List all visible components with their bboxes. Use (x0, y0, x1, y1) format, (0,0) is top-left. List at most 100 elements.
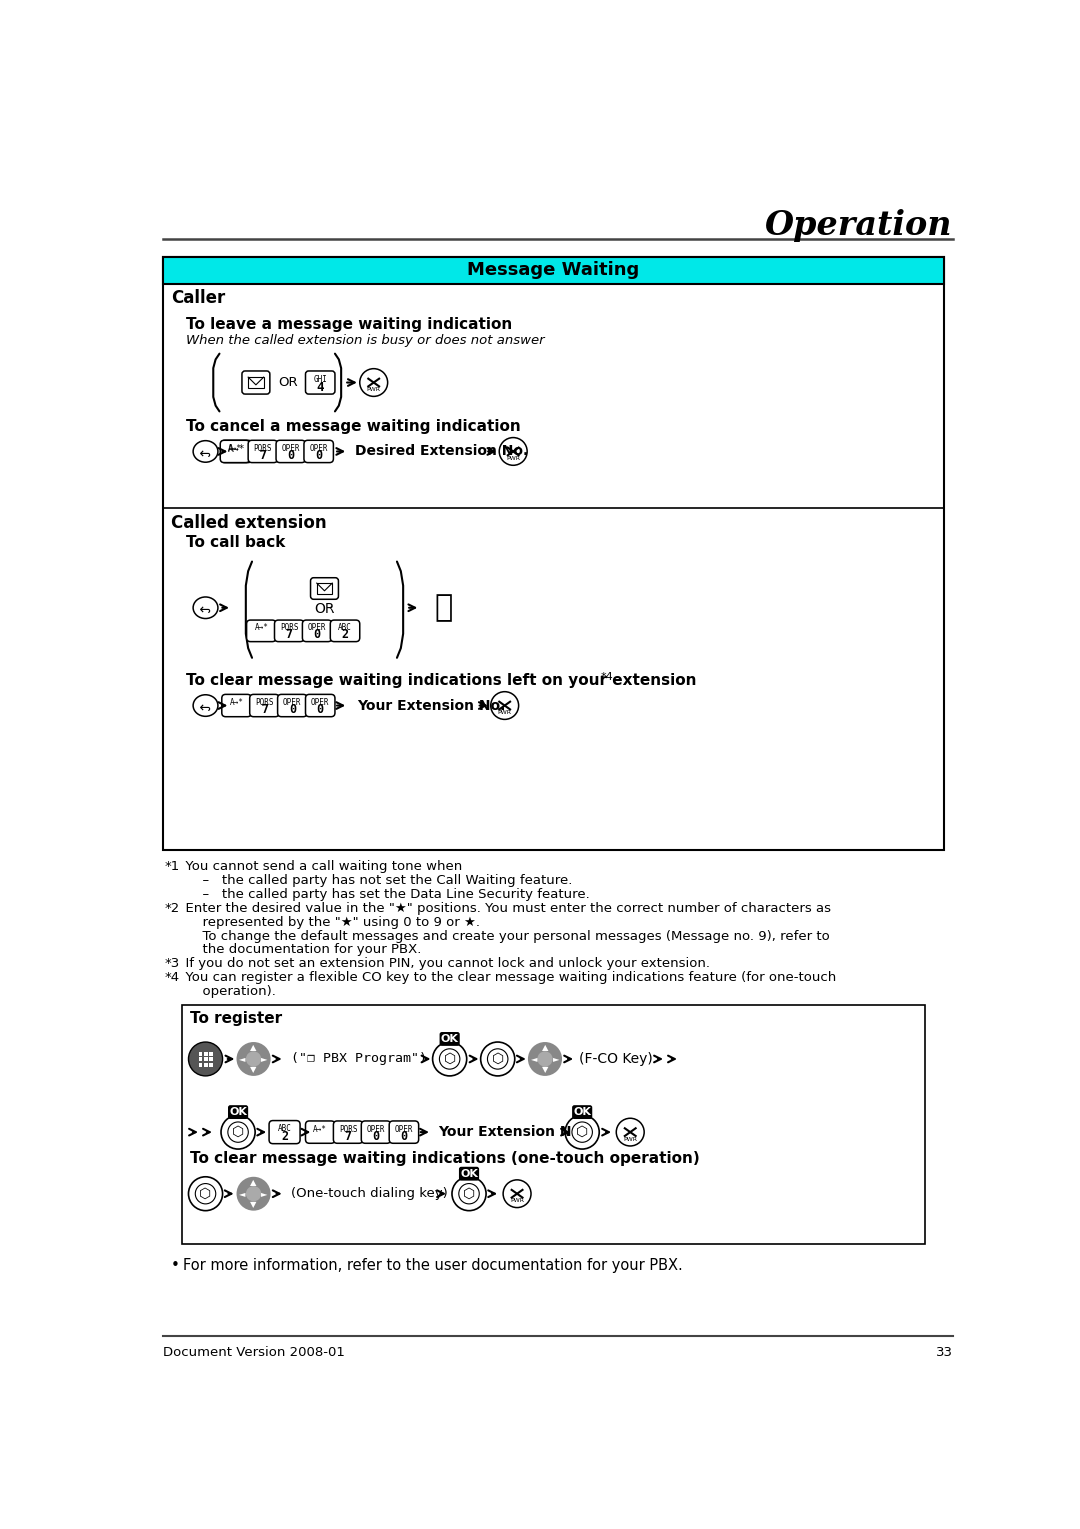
Ellipse shape (193, 440, 218, 462)
Circle shape (499, 437, 527, 465)
Text: 7: 7 (261, 703, 268, 716)
Text: Your Extension No.: Your Extension No. (356, 699, 505, 713)
Bar (210, 1052, 213, 1057)
Bar (199, 1063, 202, 1067)
Text: OK: OK (573, 1107, 591, 1118)
FancyBboxPatch shape (334, 1121, 363, 1144)
Text: If you do not set an extension PIN, you cannot lock and unlock your extension.: If you do not set an extension PIN, you … (177, 957, 710, 971)
Circle shape (221, 1115, 255, 1150)
Bar (210, 1058, 213, 1061)
Text: OPER: OPER (394, 1124, 414, 1133)
Circle shape (565, 1115, 599, 1150)
Circle shape (617, 1118, 644, 1145)
Text: ABC: ABC (278, 1124, 292, 1133)
Text: ►: ► (261, 1190, 268, 1199)
Circle shape (237, 1177, 271, 1211)
Text: PQRS: PQRS (280, 624, 298, 633)
Circle shape (490, 691, 518, 720)
Text: (One-touch dialing key): (One-touch dialing key) (291, 1187, 447, 1200)
Text: 7: 7 (345, 1130, 352, 1142)
Text: ⬡: ⬡ (463, 1187, 475, 1200)
Text: A→*: A→* (313, 1124, 327, 1133)
Circle shape (503, 1180, 531, 1208)
Text: Called extension: Called extension (171, 514, 326, 532)
Bar (210, 1063, 213, 1067)
FancyBboxPatch shape (303, 440, 334, 463)
Bar (163, 257, 944, 284)
Text: PWR: PWR (507, 456, 521, 460)
Text: PWR: PWR (367, 387, 381, 391)
Text: 0: 0 (316, 703, 324, 716)
Bar (248, 378, 264, 388)
Text: A→*: A→* (228, 443, 245, 454)
Text: ◄: ◄ (530, 1055, 537, 1064)
Text: PQRS: PQRS (254, 443, 272, 453)
Text: Desired Extension No.: Desired Extension No. (355, 445, 528, 459)
Text: To register: To register (190, 1011, 282, 1026)
Text: You can register a flexible CO key to the clear message waiting indications feat: You can register a flexible CO key to th… (177, 971, 836, 985)
Text: ("❐ PBX Program"): ("❐ PBX Program") (291, 1052, 427, 1066)
Text: PQRS: PQRS (255, 697, 273, 706)
FancyBboxPatch shape (274, 621, 303, 642)
FancyBboxPatch shape (459, 1167, 480, 1180)
Text: 7: 7 (259, 450, 267, 462)
Text: Enter the desired value in the "★" positions. You must enter the correct number : Enter the desired value in the "★" posit… (177, 902, 831, 914)
Text: ⬡: ⬡ (232, 1125, 244, 1139)
Text: A→*: A→* (228, 443, 242, 453)
Text: ◄: ◄ (240, 1190, 246, 1199)
Circle shape (538, 1052, 553, 1067)
Text: 0: 0 (287, 450, 295, 462)
Text: ▲: ▲ (251, 1043, 257, 1052)
Ellipse shape (193, 694, 218, 716)
Text: Your Extension No.: Your Extension No. (438, 1125, 586, 1139)
Text: 0: 0 (313, 628, 321, 641)
Bar (199, 1052, 202, 1057)
Text: 33: 33 (935, 1346, 953, 1359)
Text: *3: *3 (164, 957, 179, 971)
Text: Caller: Caller (171, 289, 225, 307)
Text: –   the called party has set the Data Line Security feature.: – the called party has set the Data Line… (177, 888, 590, 901)
Text: OR: OR (314, 602, 335, 616)
Text: To cancel a message waiting indication: To cancel a message waiting indication (186, 419, 521, 434)
FancyBboxPatch shape (311, 578, 338, 599)
FancyBboxPatch shape (221, 694, 252, 717)
Circle shape (440, 1049, 460, 1069)
Text: You cannot send a call waiting tone when: You cannot send a call waiting tone when (177, 861, 462, 873)
Text: OK: OK (460, 1168, 478, 1179)
Text: For more information, refer to the user documentation for your PBX.: For more information, refer to the user … (183, 1258, 683, 1272)
Text: PWR: PWR (510, 1199, 524, 1203)
Text: PWR: PWR (623, 1136, 637, 1142)
Text: Document Version 2008-01: Document Version 2008-01 (163, 1346, 345, 1359)
FancyBboxPatch shape (220, 440, 249, 463)
Circle shape (195, 1183, 216, 1203)
Text: operation).: operation). (177, 985, 275, 998)
Text: 0: 0 (373, 1130, 379, 1142)
Text: OPER: OPER (283, 697, 301, 706)
FancyBboxPatch shape (572, 1105, 592, 1119)
Bar (183, 1005, 924, 1243)
Circle shape (246, 1187, 261, 1202)
Text: ►: ► (261, 1055, 268, 1064)
FancyBboxPatch shape (440, 1032, 460, 1046)
Text: OPER: OPER (310, 443, 328, 453)
Circle shape (433, 1043, 467, 1076)
Circle shape (189, 1043, 222, 1076)
Text: ⬡: ⬡ (576, 1125, 589, 1139)
FancyBboxPatch shape (389, 1121, 419, 1144)
FancyBboxPatch shape (221, 440, 252, 463)
Text: *1: *1 (164, 861, 179, 873)
Bar (163, 257, 944, 284)
Text: represented by the "★" using 0 to 9 or ★.: represented by the "★" using 0 to 9 or ★… (177, 916, 480, 928)
FancyBboxPatch shape (278, 694, 307, 717)
Text: ▼: ▼ (251, 1200, 257, 1209)
FancyBboxPatch shape (228, 1105, 248, 1119)
Text: OPER: OPER (311, 697, 329, 706)
Text: ↪: ↪ (199, 601, 211, 615)
Text: OPER: OPER (367, 1124, 386, 1133)
Text: ▲: ▲ (251, 1179, 257, 1187)
Text: When the called extension is busy or does not answer: When the called extension is busy or doe… (186, 333, 544, 347)
Text: OK: OK (441, 1034, 459, 1044)
Circle shape (451, 1177, 486, 1211)
Text: •: • (171, 1258, 179, 1272)
Text: 📟: 📟 (434, 593, 453, 622)
